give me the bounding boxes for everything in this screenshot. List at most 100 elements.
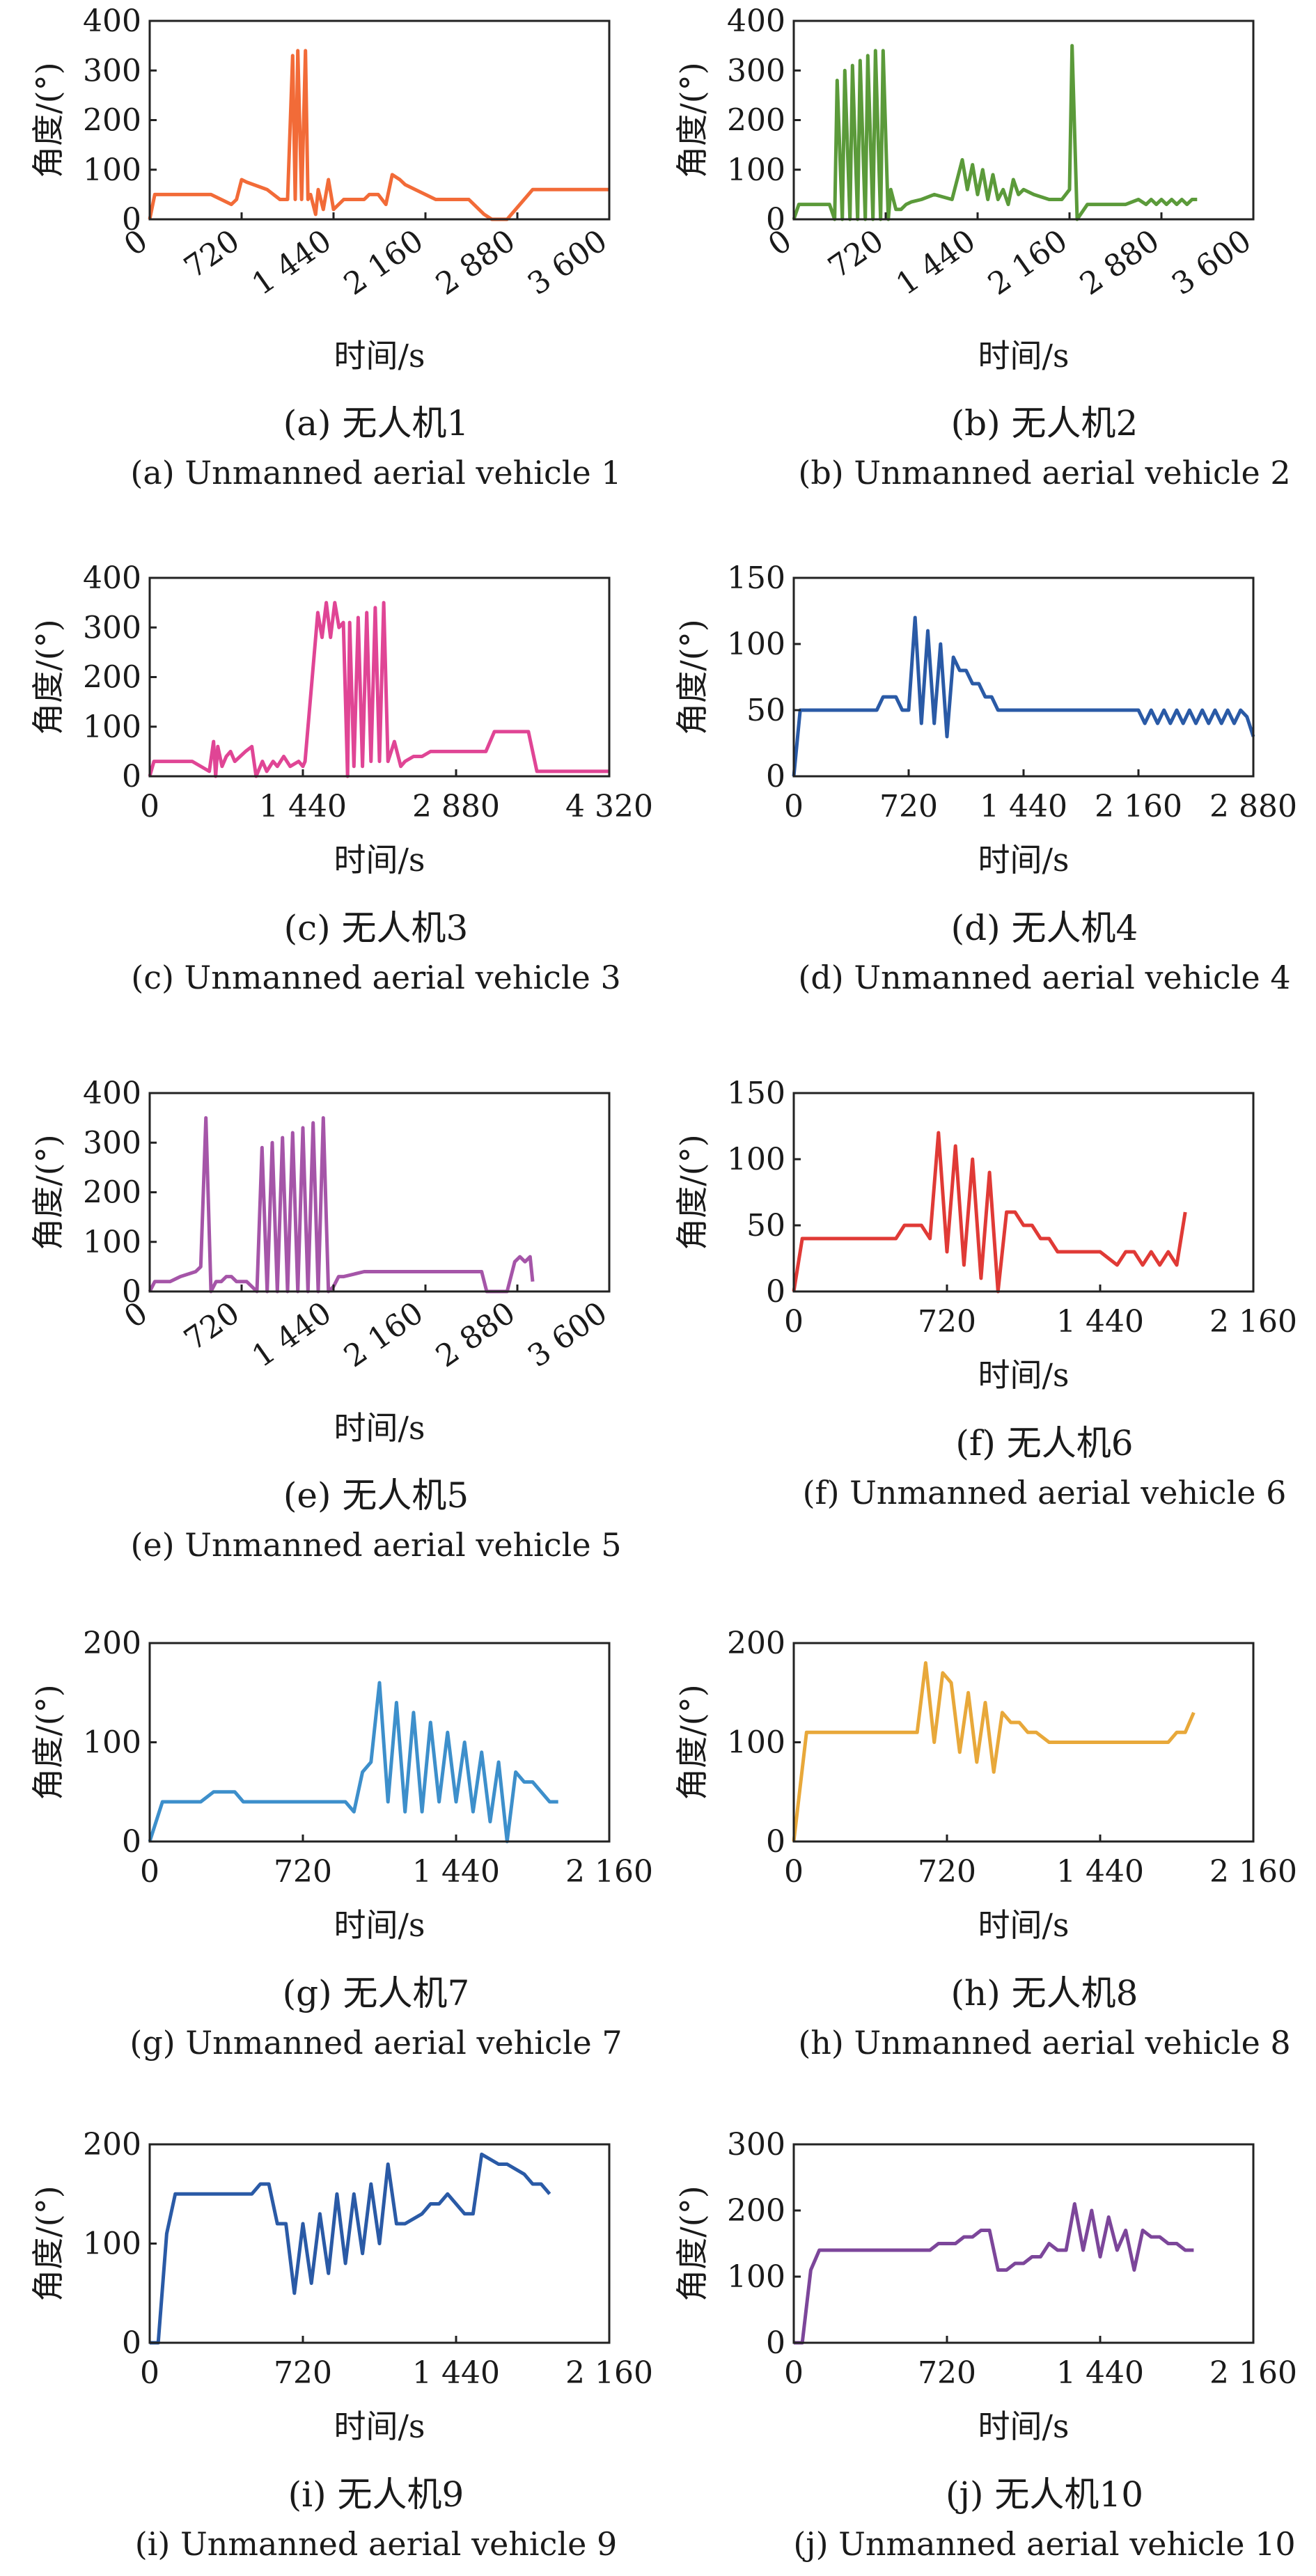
- chart-panel-8: 0 100 200 0 720 1 440 2 160 时间/s 角度/(°) (h) 无人机8 (…: [673, 1626, 1297, 2061]
- caption-cn: (d) 无人机4: [951, 908, 1138, 948]
- x-tick-label: 2 160: [1209, 1854, 1297, 1890]
- y-tick-label: 300: [727, 2127, 785, 2162]
- y-tick-label: 100: [83, 1725, 141, 1761]
- x-axis-label: 时间/s: [978, 1356, 1069, 1394]
- plot-frame: [148, 1092, 611, 1293]
- y-tick-label: 100: [727, 1725, 785, 1761]
- x-tick-label: 1 440: [1056, 1854, 1144, 1890]
- caption-en: (a) Unmanned aerial vehicle 1: [130, 454, 621, 492]
- y-tick-label: 100: [83, 1225, 141, 1260]
- caption-en: (b) Unmanned aerial vehicle 2: [798, 454, 1290, 492]
- y-tick-label: 300: [727, 53, 785, 88]
- y-tick-label: 100: [727, 627, 785, 662]
- y-tick-label: 150: [727, 560, 785, 596]
- plot-frame: [792, 1092, 1255, 1293]
- x-axis-label: 时间/s: [978, 841, 1069, 879]
- caption-cn: (i) 无人机9: [288, 2474, 464, 2515]
- x-tick-label: 720: [918, 1854, 976, 1890]
- x-tick-label: 720: [822, 223, 890, 285]
- x-axis-label: 时间/s: [334, 1409, 425, 1447]
- y-tick-label: 200: [83, 660, 141, 696]
- x-axis-label: 时间/s: [334, 841, 425, 879]
- x-tick-label: 2 160: [565, 1854, 653, 1890]
- x-tick-label: 720: [274, 2355, 332, 2391]
- x-tick-label: 2 160: [982, 223, 1074, 302]
- y-tick-label: 400: [83, 3, 141, 39]
- x-axis-label: 时间/s: [334, 2408, 425, 2445]
- x-tick-label: 2 160: [338, 223, 430, 302]
- x-tick-label: 1 440: [890, 223, 982, 302]
- x-tick-label: 720: [879, 789, 938, 824]
- caption-cn: (j) 无人机10: [946, 2474, 1143, 2515]
- y-tick-label: 0: [766, 1274, 785, 1310]
- series-line: [792, 1661, 1196, 1842]
- x-tick-label: 2 880: [1074, 223, 1166, 302]
- x-tick-label: 2 160: [338, 1295, 430, 1374]
- y-tick-label: 100: [83, 709, 141, 745]
- series-line: [148, 49, 609, 221]
- caption-en: (f) Unmanned aerial vehicle 6: [803, 1474, 1287, 1511]
- x-axis-label: 时间/s: [978, 337, 1069, 375]
- x-axis-label: 时间/s: [334, 337, 425, 375]
- caption-cn: (b) 无人机2: [951, 403, 1138, 443]
- y-tick-label: 50: [746, 1208, 785, 1243]
- x-tick-label: 2 880: [412, 789, 500, 824]
- x-tick-label: 0: [140, 1854, 159, 1890]
- x-tick-label: 0: [784, 1304, 804, 1340]
- caption-cn: (a) 无人机1: [283, 403, 469, 443]
- x-tick-label: 2 880: [430, 223, 522, 302]
- y-tick-label: 300: [83, 610, 141, 645]
- caption-cn: (f) 无人机6: [955, 1423, 1133, 1463]
- y-tick-label: 50: [746, 693, 785, 728]
- series-line: [148, 601, 609, 778]
- x-tick-label: 2 880: [430, 1295, 522, 1374]
- plot-frame: [792, 576, 1255, 778]
- x-tick-label: 3 600: [522, 1295, 613, 1374]
- x-tick-label: 720: [918, 2355, 976, 2391]
- y-tick-label: 400: [727, 3, 785, 39]
- x-tick-label: 1 440: [1056, 2355, 1144, 2391]
- x-tick-label: 1 440: [412, 2355, 500, 2391]
- y-tick-label: 200: [83, 1626, 141, 1661]
- y-axis-label: 角度/(°): [29, 619, 67, 735]
- chart-panel-4: 0 50 100 150 0 720 1 440 2 160 2 880 时间/s 角度/(°) (d…: [673, 560, 1297, 996]
- x-tick-label: 4 320: [565, 789, 653, 824]
- y-tick-label: 0: [766, 759, 785, 794]
- caption-en: (h) Unmanned aerial vehicle 8: [798, 2024, 1290, 2061]
- chart-panel-10: 0 100 200 300 0 720 1 440 2 160 时间/s 角度/(°) (j) 无人…: [673, 2127, 1297, 2563]
- y-axis-label: 角度/(°): [673, 62, 711, 178]
- x-tick-label: 0: [784, 789, 804, 824]
- caption-cn: (e) 无人机5: [283, 1475, 469, 1516]
- caption-en: (d) Unmanned aerial vehicle 4: [798, 959, 1290, 996]
- caption-cn: (c) 无人机3: [284, 908, 469, 948]
- y-tick-label: 100: [83, 2226, 141, 2262]
- y-tick-label: 400: [83, 560, 141, 596]
- chart-panel-3: 0 100 200 300 400 0 1 440 2 880 4 320 时间/s 角度/(°) (…: [29, 560, 653, 996]
- x-tick-label: 0: [140, 2355, 159, 2391]
- x-tick-label: 0: [784, 2355, 804, 2391]
- chart-panel-9: 0 100 200 0 720 1 440 2 160 时间/s 角度/(°) (i) 无人机9 (…: [29, 2127, 653, 2563]
- chart-panel-6: 0 50 100 150 0 720 1 440 2 160 时间/s 角度/(°) (f) 无人机…: [673, 1076, 1297, 1511]
- x-tick-label: 1 440: [412, 1854, 500, 1890]
- y-tick-label: 0: [766, 202, 785, 237]
- y-axis-label: 角度/(°): [673, 619, 711, 735]
- y-tick-label: 100: [727, 1142, 785, 1177]
- y-tick-label: 300: [83, 53, 141, 88]
- y-tick-label: 200: [727, 2193, 785, 2229]
- y-tick-label: 200: [727, 1626, 785, 1661]
- y-tick-label: 0: [766, 1824, 785, 1860]
- caption-en: (e) Unmanned aerial vehicle 5: [131, 1526, 622, 1564]
- y-tick-label: 200: [727, 103, 785, 139]
- x-tick-label: 1 440: [259, 789, 347, 824]
- y-tick-label: 200: [83, 1175, 141, 1211]
- x-tick-label: 2 160: [565, 2355, 653, 2391]
- plot-frame: [792, 1642, 1255, 1843]
- x-tick-label: 720: [918, 1304, 976, 1340]
- series-line: [792, 1131, 1187, 1294]
- caption-en: (i) Unmanned aerial vehicle 9: [135, 2525, 617, 2563]
- plot-frame: [792, 2143, 1255, 2344]
- chart-panel-7: 0 100 200 0 720 1 440 2 160 时间/s 角度/(°) (g) 无人机7 (…: [29, 1626, 653, 2061]
